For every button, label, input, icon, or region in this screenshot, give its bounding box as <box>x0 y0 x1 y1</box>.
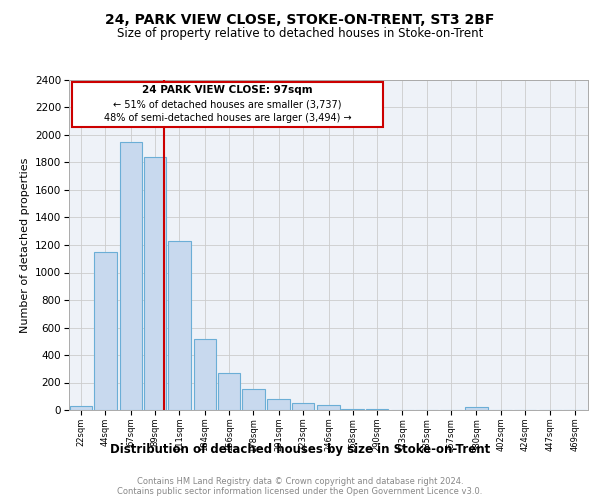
Y-axis label: Number of detached properties: Number of detached properties <box>20 158 29 332</box>
Bar <box>94 252 117 410</box>
Bar <box>218 373 241 410</box>
Text: Size of property relative to detached houses in Stoke-on-Trent: Size of property relative to detached ho… <box>117 28 483 40</box>
Text: Contains HM Land Registry data © Crown copyright and database right 2024.: Contains HM Land Registry data © Crown c… <box>137 476 463 486</box>
Text: Contains public sector information licensed under the Open Government Licence v3: Contains public sector information licen… <box>118 486 482 496</box>
Bar <box>168 241 191 410</box>
Bar <box>194 338 216 410</box>
Bar <box>268 399 290 410</box>
Text: 24 PARK VIEW CLOSE: 97sqm: 24 PARK VIEW CLOSE: 97sqm <box>142 86 313 96</box>
Bar <box>242 390 265 410</box>
Text: Distribution of detached houses by size in Stoke-on-Trent: Distribution of detached houses by size … <box>110 444 490 456</box>
Bar <box>119 142 142 410</box>
Bar <box>317 405 340 410</box>
Text: ← 51% of detached houses are smaller (3,737): ← 51% of detached houses are smaller (3,… <box>113 100 342 110</box>
Bar <box>144 157 166 410</box>
FancyBboxPatch shape <box>73 82 383 128</box>
Text: 24, PARK VIEW CLOSE, STOKE-ON-TRENT, ST3 2BF: 24, PARK VIEW CLOSE, STOKE-ON-TRENT, ST3… <box>106 12 494 26</box>
Text: 48% of semi-detached houses are larger (3,494) →: 48% of semi-detached houses are larger (… <box>104 113 351 123</box>
Bar <box>70 406 92 410</box>
Bar <box>292 403 314 410</box>
Bar <box>465 407 488 410</box>
